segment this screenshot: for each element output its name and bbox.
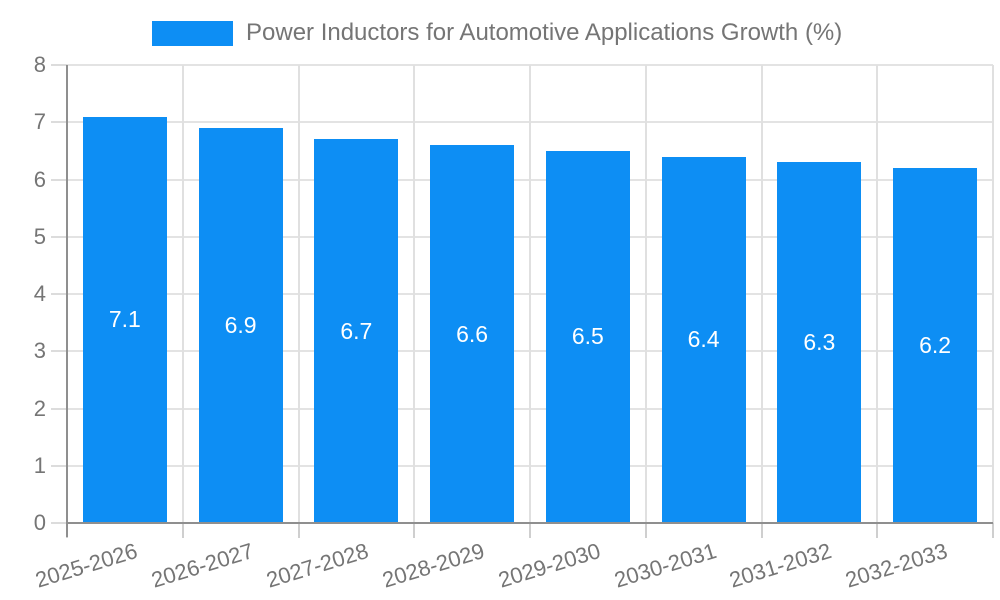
y-tick-label: 1 xyxy=(33,452,46,478)
bar[interactable]: 6.9 xyxy=(198,127,283,523)
bar-value-label: 6.6 xyxy=(456,320,489,347)
bar-value-label: 6.5 xyxy=(571,323,604,350)
x-gridline xyxy=(992,65,994,523)
x-axis-tick xyxy=(992,523,994,538)
x-gridline xyxy=(644,65,647,523)
y-axis-tick xyxy=(51,178,67,181)
y-tick-label: 3 xyxy=(33,338,46,364)
x-axis-tick xyxy=(876,523,879,538)
x-axis-tick xyxy=(181,523,184,538)
y-tick-label: 6 xyxy=(33,166,46,192)
y-tick-label: 2 xyxy=(33,395,46,421)
x-axis-tick xyxy=(297,523,300,538)
x-gridline xyxy=(760,65,763,523)
bar[interactable]: 6.7 xyxy=(314,139,399,523)
bar-value-label: 6.7 xyxy=(340,317,373,344)
bar-value-label: 6.4 xyxy=(687,326,720,353)
bar-value-label: 6.2 xyxy=(919,332,952,359)
y-axis-tick xyxy=(51,407,67,410)
x-axis-tick xyxy=(529,523,531,538)
y-tick-label: 5 xyxy=(33,223,46,249)
bar[interactable]: 6.6 xyxy=(430,145,515,523)
bar[interactable]: 7.1 xyxy=(82,116,167,523)
y-axis-line xyxy=(66,65,68,537)
x-gridline xyxy=(413,65,416,523)
bar-value-label: 6.9 xyxy=(224,311,257,338)
y-axis-tick xyxy=(51,64,67,66)
y-axis-tick xyxy=(51,464,67,467)
x-axis-tick xyxy=(413,523,416,538)
y-tick-label: 7 xyxy=(33,109,46,135)
chart-title: Power Inductors for Automotive Applicati… xyxy=(246,19,843,46)
x-gridline xyxy=(529,65,531,523)
bar[interactable]: 6.3 xyxy=(777,162,862,523)
x-gridline xyxy=(297,65,300,523)
y-axis-tick xyxy=(51,293,67,295)
x-axis-tick xyxy=(760,523,763,538)
bar[interactable]: 6.4 xyxy=(661,156,746,523)
y-tick-label: 0 xyxy=(33,510,46,535)
x-axis-tick xyxy=(644,523,647,538)
y-axis-tick xyxy=(51,522,67,524)
bar-value-label: 7.1 xyxy=(108,306,141,333)
bar[interactable]: 6.5 xyxy=(545,150,630,523)
y-axis-tick xyxy=(51,235,67,238)
x-axis-line xyxy=(67,522,993,524)
y-axis-tick xyxy=(51,350,67,353)
y-tick-label: 4 xyxy=(33,281,46,306)
legend-swatch[interactable] xyxy=(152,20,233,46)
x-gridline xyxy=(876,65,879,523)
bar-value-label: 6.3 xyxy=(803,329,836,356)
x-gridline xyxy=(181,65,184,523)
y-axis-tick xyxy=(51,121,67,124)
y-tick-label: 8 xyxy=(33,52,46,77)
bar[interactable]: 6.2 xyxy=(893,168,978,523)
legend-item[interactable]: Power Inductors for Automotive Applicati… xyxy=(152,19,842,47)
